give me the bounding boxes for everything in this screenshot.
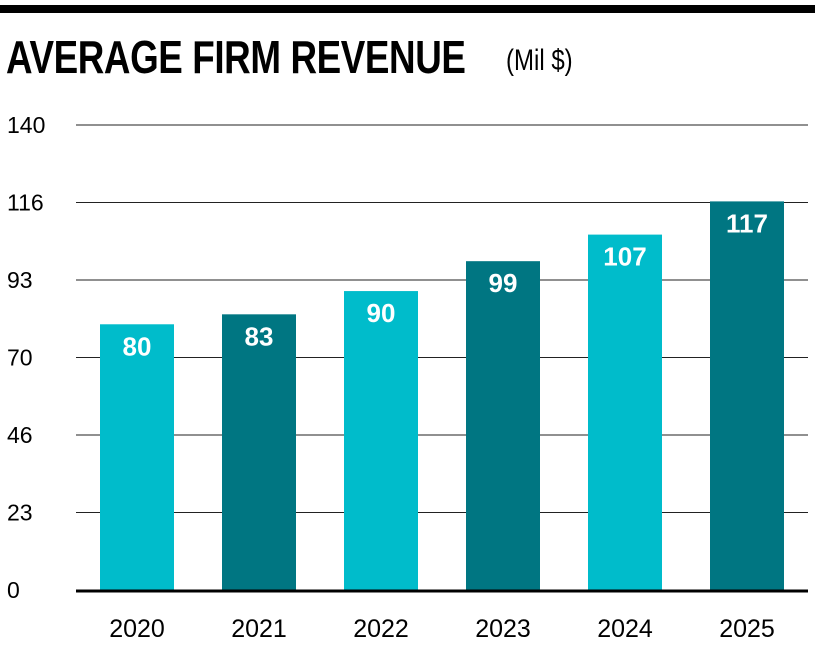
x-tick-2021: 2021: [231, 615, 287, 643]
top-rule: [0, 5, 815, 13]
y-tick-93: 93: [7, 267, 33, 293]
data-labels: 80 83 90 99 107 117: [123, 208, 768, 361]
bar-2021: [222, 314, 296, 590]
gridlines: [76, 124, 808, 513]
y-tick-labels: 0 23 46 70 93 116 140: [7, 112, 45, 603]
data-label-2022: 90: [367, 298, 396, 328]
x-tick-labels: 2020 2021 2022 2023 2024 2025: [109, 615, 775, 643]
data-label-2020: 80: [123, 331, 152, 361]
data-label-2023: 99: [489, 268, 518, 298]
data-label-2025: 117: [726, 208, 768, 238]
x-tick-2024: 2024: [597, 615, 653, 643]
data-label-2021: 83: [245, 321, 274, 351]
bar-2020: [100, 324, 174, 590]
chart-title-wrap: AVERAGE FIRM REVENUE: [6, 30, 580, 84]
bar-2024: [588, 234, 662, 590]
data-label-2024: 107: [603, 242, 646, 272]
y-tick-46: 46: [7, 422, 33, 448]
chart-unit: (Mil $): [506, 44, 573, 77]
y-tick-70: 70: [7, 345, 33, 371]
chart-title: AVERAGE FIRM REVENUE: [6, 31, 466, 83]
y-tick-140: 140: [7, 112, 45, 138]
x-tick-2023: 2023: [475, 615, 531, 643]
x-tick-2025: 2025: [719, 615, 775, 643]
bar-2022: [344, 291, 418, 590]
x-tick-2020: 2020: [109, 615, 165, 643]
bars: [100, 201, 784, 590]
bar-2023: [466, 261, 540, 590]
y-tick-23: 23: [7, 500, 33, 526]
bar-2025: [710, 201, 784, 590]
y-tick-116: 116: [7, 190, 44, 216]
x-tick-2022: 2022: [353, 615, 409, 643]
y-tick-0: 0: [7, 577, 20, 603]
